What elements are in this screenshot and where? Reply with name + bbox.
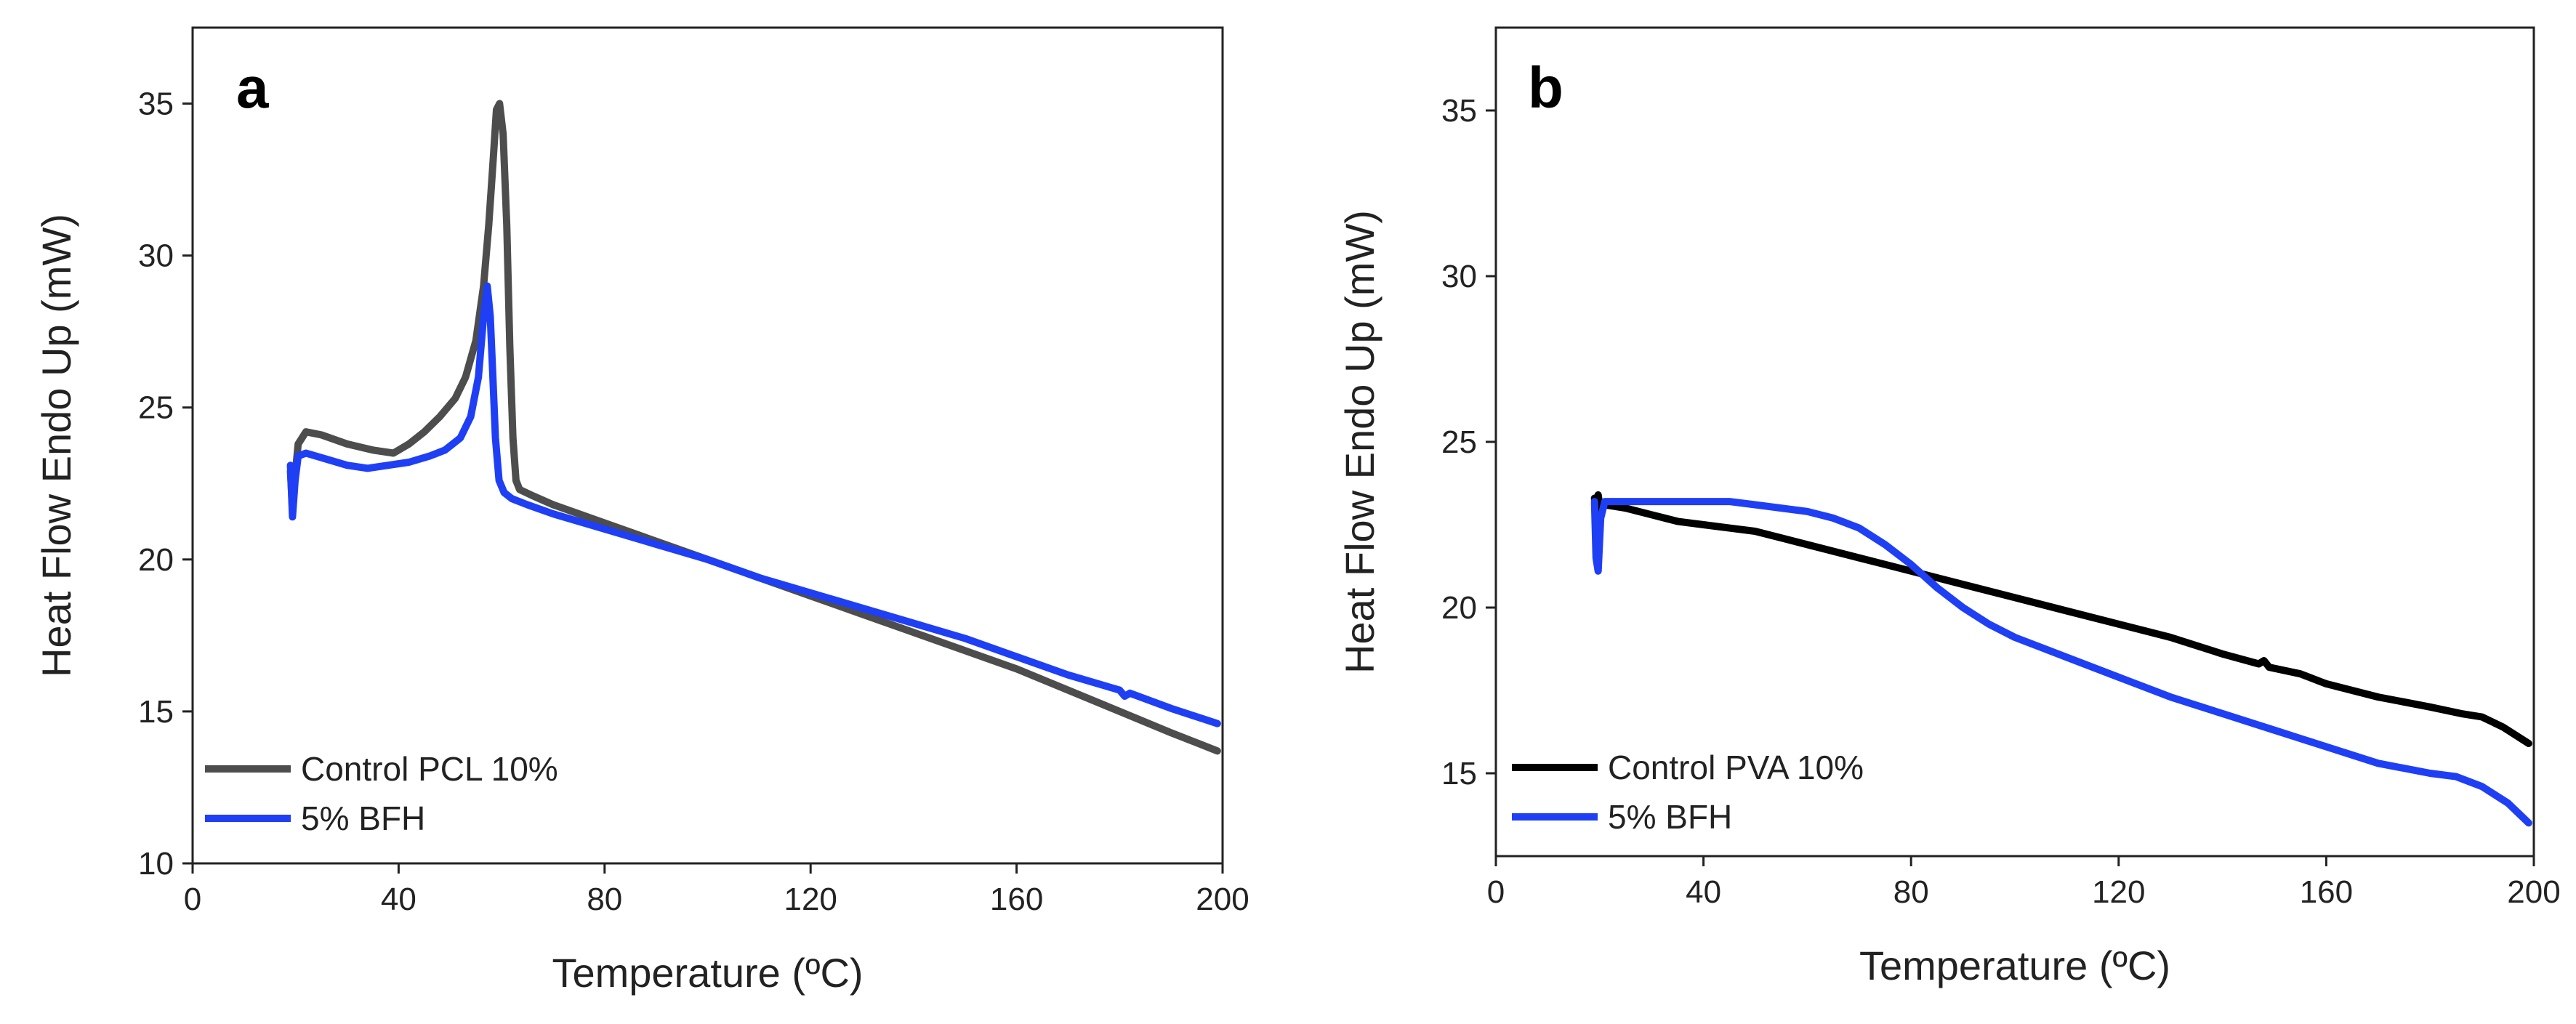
y-tick-label: 35 bbox=[1441, 93, 1477, 129]
y-tick-label: 25 bbox=[138, 390, 174, 426]
x-axis-title: Temperature (ºC) bbox=[1859, 943, 2170, 988]
x-tick-label: 40 bbox=[381, 882, 416, 917]
x-tick-label: 160 bbox=[2300, 874, 2353, 910]
x-tick-label: 80 bbox=[587, 882, 622, 917]
x-tick-label: 120 bbox=[2092, 874, 2145, 910]
y-tick-label: 30 bbox=[138, 238, 174, 274]
y-tick-label: 25 bbox=[1441, 424, 1477, 460]
x-tick-label: 0 bbox=[184, 882, 201, 917]
series-line-1 bbox=[286, 100, 1221, 755]
y-axis-title: Heat Flow Endo Up (mW) bbox=[1337, 210, 1382, 674]
plot-frame bbox=[1494, 26, 2535, 858]
y-tick-label: 10 bbox=[138, 846, 174, 882]
panel-label: a bbox=[236, 55, 269, 120]
chart-panel-a: 0 40 80 120 160 200 10 15 20 25 30 35 Temperature (º… bbox=[33, 26, 1249, 996]
legend-label: 5% BFH bbox=[301, 799, 425, 837]
plot-frame bbox=[191, 26, 1224, 865]
x-tick-label: 40 bbox=[1686, 874, 1721, 910]
x-axis-title: Temperature (ºC) bbox=[552, 950, 863, 996]
panel-label: b bbox=[1528, 55, 1563, 120]
y-tick-label: 35 bbox=[138, 86, 174, 122]
chart-panel-b: 0 40 80 120 160 200 15 20 25 30 35 Temperature (ºC)… bbox=[1337, 26, 2561, 988]
series-line-2 bbox=[286, 282, 1221, 727]
series-line-1 bbox=[1590, 491, 2532, 747]
y-tick-label: 15 bbox=[1441, 756, 1477, 791]
legend-label: Control PCL 10% bbox=[301, 750, 558, 788]
x-tick-label: 0 bbox=[1487, 874, 1505, 910]
y-tick-label: 30 bbox=[1441, 259, 1477, 294]
y-tick-label: 20 bbox=[1441, 590, 1477, 626]
y-tick-label: 20 bbox=[138, 542, 174, 578]
series-line-2 bbox=[1590, 498, 2532, 827]
x-tick-label: 80 bbox=[1893, 874, 1929, 910]
x-tick-label: 200 bbox=[1196, 882, 1249, 917]
x-tick-label: 120 bbox=[784, 882, 837, 917]
y-tick-label: 15 bbox=[138, 694, 174, 730]
x-tick-label: 200 bbox=[2507, 874, 2560, 910]
y-axis-title: Heat Flow Endo Up (mW) bbox=[33, 214, 79, 677]
x-tick-label: 160 bbox=[990, 882, 1043, 917]
legend-label: Control PVA 10% bbox=[1608, 749, 1864, 786]
legend-label: 5% BFH bbox=[1608, 798, 1732, 836]
